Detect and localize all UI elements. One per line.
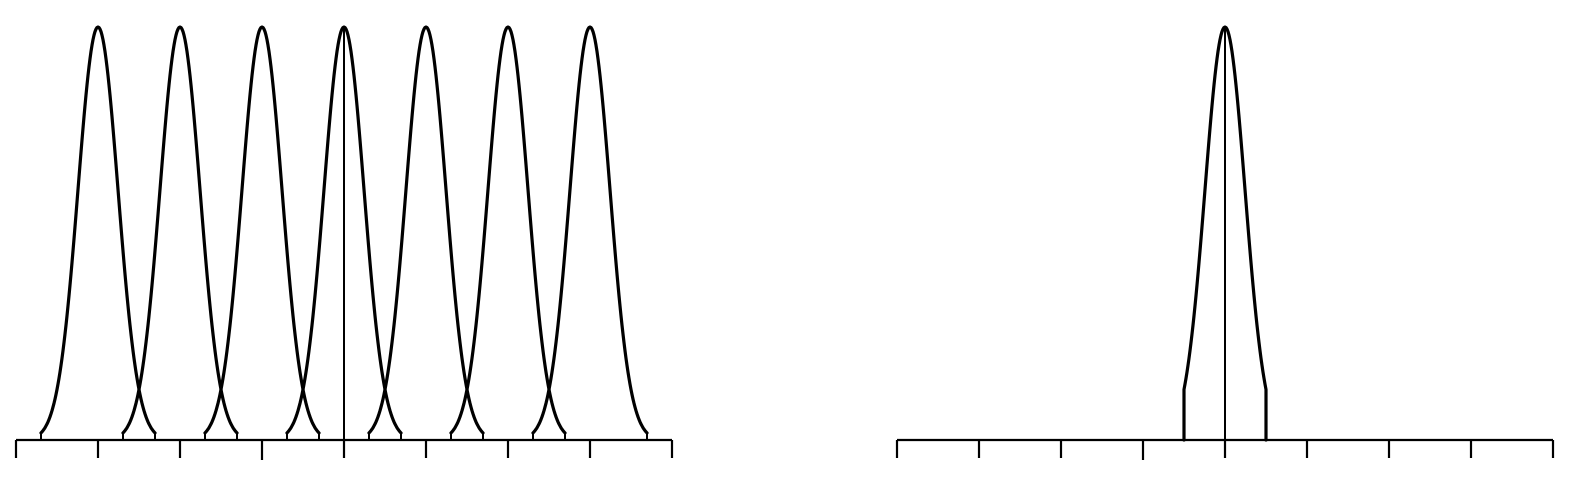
gaussian-curve [531,25,649,435]
gaussian-curve [285,25,403,435]
gaussian-curve [449,25,567,435]
gaussian-curve [367,25,485,435]
left-panel [14,25,674,460]
right-panel [895,25,1555,460]
truncated-curve [1182,25,1268,442]
gaussian-curve [39,25,157,435]
gaussian-curve [203,25,321,435]
gaussian-curve [121,25,239,435]
